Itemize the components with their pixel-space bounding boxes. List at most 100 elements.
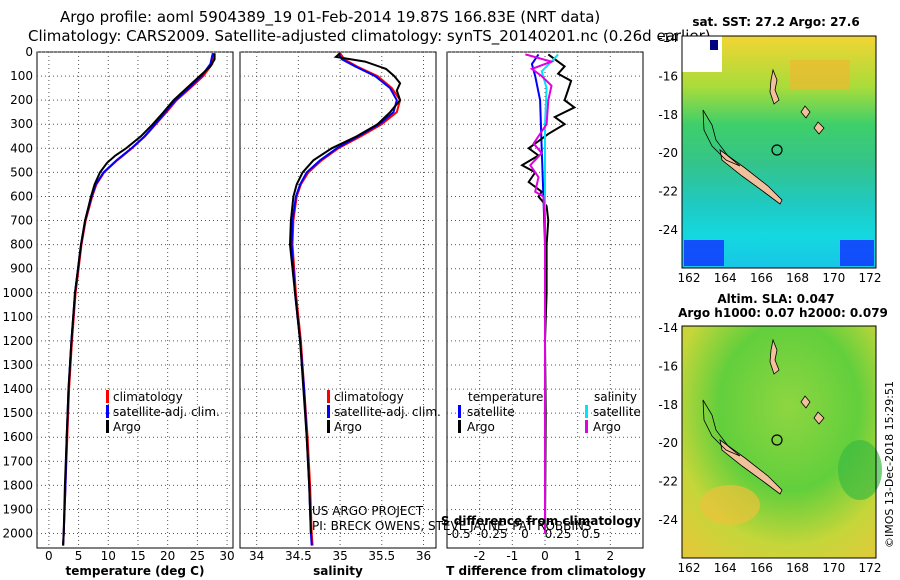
series-line-satellite-adj-clim- <box>290 52 398 546</box>
depth-tick-label: 1200 <box>2 334 33 348</box>
sla-map-subtitle: Argo h1000: 0.07 h2000: 0.079 <box>678 306 888 320</box>
sst-cold-patch <box>840 240 874 266</box>
profile-series <box>62 52 577 546</box>
small-island <box>813 121 825 135</box>
sst-dark-cell <box>710 40 718 50</box>
s-diff-tick-label: 0 <box>521 527 529 541</box>
map-lat-tick: -22 <box>658 475 678 489</box>
legend-title-salinity: salinity <box>594 390 637 404</box>
legend-label-s-argo: Argo <box>593 420 621 434</box>
map-lon-tick: 172 <box>859 271 882 285</box>
legend-label-s-satellite: satellite <box>593 405 641 419</box>
sst-warm-patch <box>790 60 850 90</box>
reef-outline <box>702 109 741 167</box>
sla-high-patch <box>700 485 760 525</box>
vanuatu-island <box>769 338 780 375</box>
map-lon-tick: 172 <box>859 561 882 575</box>
map-lon-tick: 164 <box>714 271 737 285</box>
map-tick-labels: -14 -16 -18 -20 -22 -24 162 164 166 168 170 172 -14 -… <box>658 31 881 575</box>
s-diff-tick-label: -0.5 <box>447 527 470 541</box>
salinity-panel <box>239 51 437 549</box>
depth-tick-label: 1900 <box>2 502 33 516</box>
sst-map-frame <box>681 35 877 269</box>
credits-line2: PI: BRECK OWENS, STEVE JAYNE, PAT ROBBIN… <box>312 519 592 533</box>
map-lat-tick: -14 <box>658 31 678 45</box>
small-island <box>813 411 825 425</box>
map-lon-tick: 168 <box>786 561 809 575</box>
x-tick-label: 34 <box>249 549 264 563</box>
sla-map-frame <box>681 325 877 559</box>
legend-label-t-satellite: satellite <box>467 405 515 419</box>
sla-map-title: Altim. SLA: 0.047 <box>717 292 834 306</box>
legend-title-temperature: temperature <box>468 390 543 404</box>
depth-tick-label: 400 <box>10 141 33 155</box>
map-lat-tick: -18 <box>658 398 678 412</box>
x-tick-label: 5 <box>75 549 83 563</box>
series-line-argo <box>62 53 216 546</box>
series-line-climatology <box>62 53 215 546</box>
new-caledonia-island <box>719 149 783 205</box>
legend-label-argo: Argo <box>113 420 141 434</box>
depth-tick-label: 2000 <box>2 527 33 541</box>
t-difference-axis-label: T difference from climatology <box>446 564 646 578</box>
depth-tick-label: 1100 <box>2 310 33 324</box>
legend-label-t-argo: Argo <box>467 420 495 434</box>
legend-swatch-climatology <box>327 390 330 403</box>
s-difference-axis-label: S difference from climatology <box>441 514 641 528</box>
sla-map <box>681 325 882 559</box>
series-line-s-argo <box>525 53 555 534</box>
depth-tick-label: 100 <box>10 69 33 83</box>
series-line-t-argo <box>520 53 577 534</box>
legend-label-satellite: satellite-adj. clim. <box>334 405 441 419</box>
temperature-panel <box>36 51 234 549</box>
salinity-axis-label: salinity <box>313 564 363 578</box>
legend-label-argo: Argo <box>334 420 362 434</box>
x-tick-label: 36 <box>416 549 431 563</box>
map-lat-tick: -18 <box>658 108 678 122</box>
figure-title-line1: Argo profile: aoml 5904389_19 01-Feb-201… <box>60 8 600 27</box>
legend-swatch-argo <box>106 420 109 433</box>
legend-swatch-t-satellite <box>458 405 461 418</box>
x-tick-label: 35 <box>332 549 347 563</box>
depth-tick-label: 900 <box>10 262 33 276</box>
legend-swatch-s-satellite <box>585 405 588 418</box>
depth-tick-label: 1800 <box>2 478 33 492</box>
series-line-argo <box>288 52 402 534</box>
depth-tick-label: 500 <box>10 165 33 179</box>
depth-tick-label: 1600 <box>2 430 33 444</box>
vanuatu-island <box>769 68 780 105</box>
argo-location-marker <box>771 144 783 156</box>
legend-swatch-climatology <box>106 390 109 403</box>
depth-tick-label: 600 <box>10 189 33 203</box>
x-tick-label: 2 <box>607 549 615 563</box>
salinity-legend: climatology satellite-adj. clim. Argo <box>327 390 441 434</box>
x-tick-label: -1 <box>506 549 518 563</box>
map-lat-tick: -24 <box>658 513 678 527</box>
map-lon-tick: 164 <box>714 561 737 575</box>
s-diff-tick-label: 0.5 <box>581 527 600 541</box>
small-island <box>800 395 811 409</box>
new-caledonia-island <box>719 439 783 495</box>
figure-title-line2: Climatology: CARS2009. Satellite-adjuste… <box>28 27 711 46</box>
s-diff-tick-label: 0.25 <box>545 527 572 541</box>
legend-swatch-t-argo <box>458 420 461 433</box>
sst-cold-patch <box>684 240 724 266</box>
map-lon-tick: 166 <box>750 271 773 285</box>
imos-stamp: ©IMOS 13-Dec-2018 15:29:51 <box>883 381 896 548</box>
depth-tick-label: 1400 <box>2 382 33 396</box>
depth-tick-label: 0 <box>25 45 33 59</box>
argo-location-marker <box>771 434 783 446</box>
s-diff-tick-label: -0.25 <box>476 527 507 541</box>
x-tick-label: 34.5 <box>285 549 312 563</box>
x-tick-label: 20 <box>160 549 175 563</box>
map-lon-tick: 162 <box>678 271 701 285</box>
x-tick-label: 25 <box>190 549 205 563</box>
map-lat-tick: -16 <box>658 359 678 373</box>
series-line-satellite-adj-clim- <box>62 52 214 546</box>
map-lon-tick: 170 <box>822 271 845 285</box>
temperature-axis-label: temperature (deg C) <box>66 564 205 578</box>
map-lat-tick: -14 <box>658 321 678 335</box>
sla-field <box>682 326 876 558</box>
map-lon-tick: 166 <box>750 561 773 575</box>
